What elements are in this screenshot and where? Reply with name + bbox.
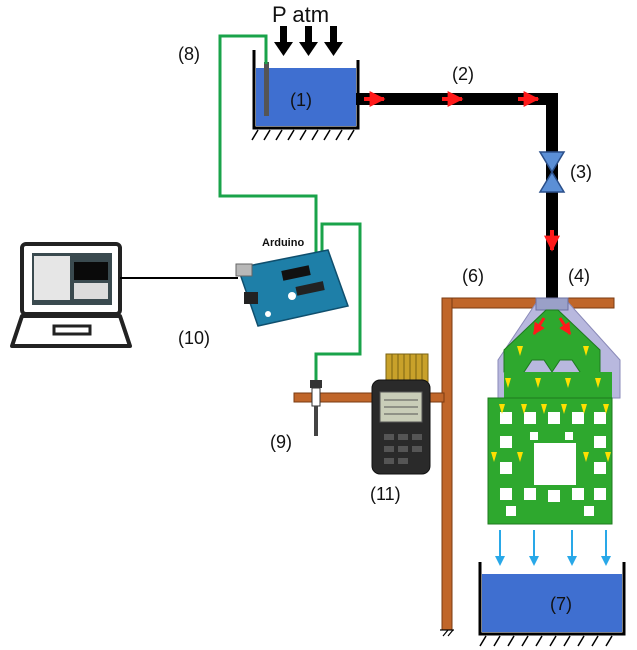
- data-logger-icon: [371, 353, 431, 475]
- atmospheric-pressure-arrows: [274, 26, 343, 56]
- arduino-board-icon: [235, 249, 349, 327]
- sensor-wires: [218, 34, 362, 386]
- probe-label: (9): [270, 432, 292, 452]
- arduino-label: Arduino: [262, 237, 304, 249]
- reservoir-label: (1): [290, 90, 312, 110]
- temperature-probe-icon: [310, 380, 322, 436]
- blue-outflow-arrows: [495, 530, 611, 566]
- upper-reservoir: [251, 50, 360, 141]
- inlet-flow-arrows: [532, 317, 572, 336]
- temperature-probe-icon: [264, 62, 269, 116]
- valve-label: (3): [570, 162, 592, 182]
- frame-label: (6): [462, 266, 484, 286]
- flow-network: [487, 297, 621, 566]
- main-pipe: [356, 93, 558, 303]
- valve-icon: [538, 151, 566, 193]
- atmospheric-pressure-label: P atm: [272, 2, 329, 27]
- laptop-label: (10): [178, 328, 210, 348]
- laptop-icon: [10, 242, 132, 348]
- wire-label: (8): [178, 44, 200, 64]
- ground-hatch: [479, 635, 613, 647]
- grid-holes: [500, 412, 606, 516]
- reservoir-water: [482, 574, 622, 632]
- network-label: (4): [568, 266, 590, 286]
- pressure-arrow-icon: [274, 26, 293, 56]
- pressure-arrow-icon: [324, 26, 343, 56]
- reservoir-water: [256, 68, 356, 126]
- yellow-flow-arrows: [491, 346, 611, 462]
- branching-channels: [503, 309, 601, 381]
- pressure-arrow-icon: [299, 26, 318, 56]
- data-logger-label: (11): [370, 484, 401, 504]
- flow-arrows-red: [364, 91, 560, 252]
- ground-hatch: [251, 129, 355, 141]
- inlet-connector: [535, 297, 569, 311]
- lower-reservoir-label: (7): [550, 594, 572, 614]
- pipe-label: (2): [452, 64, 474, 84]
- lower-reservoir: [478, 562, 626, 647]
- support-frame: [293, 297, 615, 637]
